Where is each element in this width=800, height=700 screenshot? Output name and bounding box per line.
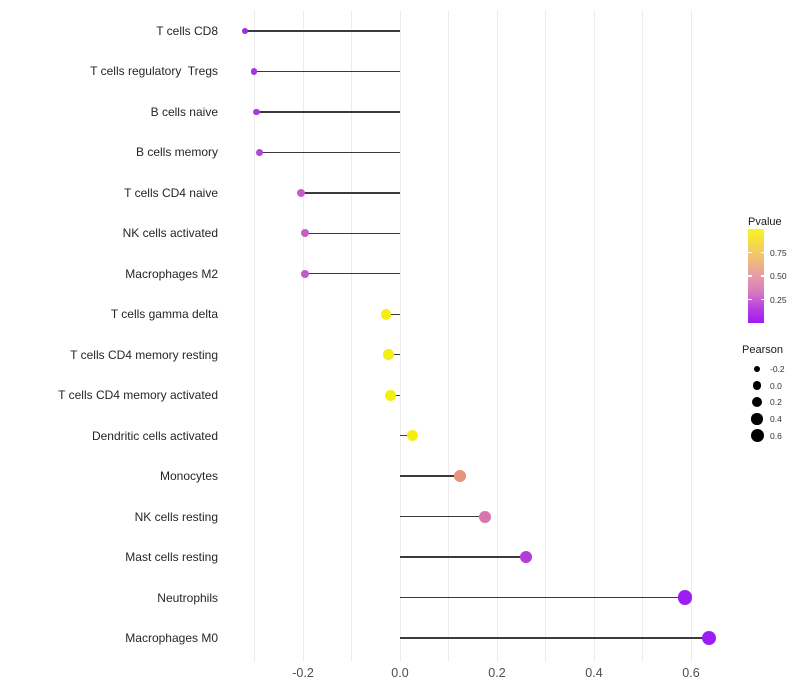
lollipop-stem	[304, 232, 400, 234]
x-axis-tick-label: -0.2	[292, 666, 314, 680]
pearson-legend-dot	[752, 397, 762, 408]
gridline	[593, 10, 595, 662]
lollipop-stem	[301, 192, 400, 194]
pvalue-tick	[748, 298, 752, 301]
gridline	[642, 10, 643, 662]
lollipop-dot	[519, 550, 533, 564]
pearson-legend-dot	[752, 381, 762, 390]
gridline	[254, 10, 255, 662]
x-axis-tick-label: 0.6	[682, 666, 700, 680]
pearson-legend-dot	[750, 429, 764, 443]
y-axis-label: T cells CD4 memory resting	[70, 347, 218, 362]
lollipop-stem	[259, 151, 400, 154]
y-axis-label: Dendritic cells activated	[91, 428, 218, 443]
lollipop-stem	[388, 354, 400, 356]
lollipop-stem	[304, 273, 400, 275]
lollipop-dot	[701, 630, 717, 646]
lollipop-dot	[677, 590, 693, 605]
pvalue-tick-label: 0.25	[770, 294, 787, 305]
pvalue-tick	[748, 275, 752, 277]
lollipop-stem	[400, 637, 709, 639]
lollipop-dot	[300, 269, 310, 278]
y-axis-label: T cells CD8	[156, 24, 218, 38]
lollipop-dot	[300, 229, 310, 238]
x-axis-tick-label: 0.2	[488, 666, 506, 680]
pvalue-tick	[748, 251, 752, 254]
pearson-legend-label: 0.6	[770, 430, 782, 441]
y-axis-label: B cells memory	[135, 145, 218, 160]
y-axis-label: T cells regulatory Tregs	[90, 64, 218, 79]
lollipop-stem	[400, 596, 686, 599]
y-axis-label: Mast cells resting	[125, 550, 218, 565]
pvalue-tick	[760, 251, 764, 254]
pearson-legend-label: 0.2	[770, 397, 782, 408]
x-axis-tick-label: 0.4	[585, 666, 603, 680]
gridline	[496, 10, 498, 662]
lollipop-stem	[400, 556, 527, 558]
lollipop-dot	[383, 349, 395, 361]
gridline	[351, 10, 352, 662]
gridline	[448, 10, 449, 662]
lollipop-stem	[254, 70, 400, 73]
lollipop-dot	[250, 68, 258, 75]
y-axis-label: B cells naive	[150, 104, 218, 119]
lollipop-dot	[385, 389, 397, 401]
lollipop-dot	[255, 148, 263, 156]
x-axis-tick-label: 0.0	[391, 666, 409, 680]
pvalue-tick-label: 0.50	[770, 271, 787, 281]
pearson-legend-label: 0.0	[770, 380, 782, 391]
pvalue-tick	[760, 298, 764, 301]
gridline	[302, 10, 304, 662]
y-axis-label: Neutrophils	[157, 590, 218, 605]
pvalue-tick	[760, 275, 764, 277]
gridline	[399, 10, 401, 662]
lollipop-stem	[400, 515, 485, 518]
lollipop-stem	[400, 435, 413, 437]
lollipop-dot	[296, 188, 306, 197]
lollipop-stem	[256, 111, 400, 113]
pearson-legend-title: Pearson	[742, 344, 783, 356]
pvalue-legend-title: Pvalue	[748, 216, 782, 228]
y-axis-label: T cells CD4 naive	[124, 185, 218, 200]
lollipop-dot	[406, 430, 418, 442]
lollipop-dot	[478, 510, 491, 523]
lollipop-dot	[380, 308, 392, 320]
pvalue-gradient-bar	[748, 229, 764, 323]
pearson-legend-label: -0.2	[770, 364, 785, 374]
y-axis-label: Macrophages M2	[125, 266, 218, 281]
lollipop-stem	[400, 475, 461, 477]
y-axis-label: T cells gamma delta	[110, 307, 218, 322]
y-axis-label: Macrophages M0	[125, 631, 218, 645]
lollipop-dot	[454, 470, 466, 482]
y-axis-label: T cells CD4 memory activated	[58, 388, 218, 403]
lollipop-dot	[253, 108, 260, 116]
pearson-legend-dot	[753, 365, 761, 373]
pearson-legend-label: 0.4	[770, 414, 782, 425]
y-axis-label: NK cells activated	[122, 226, 218, 241]
lollipop-stem	[244, 30, 400, 32]
gridline	[545, 10, 546, 662]
y-axis-label: NK cells resting	[134, 509, 218, 524]
lollipop-dot	[241, 27, 248, 35]
pvalue-tick-label: 0.75	[770, 247, 787, 258]
pearson-legend-dot	[751, 413, 763, 425]
y-axis-label: Monocytes	[159, 469, 218, 484]
gridline	[690, 10, 692, 662]
lollipop-stem	[385, 313, 400, 315]
